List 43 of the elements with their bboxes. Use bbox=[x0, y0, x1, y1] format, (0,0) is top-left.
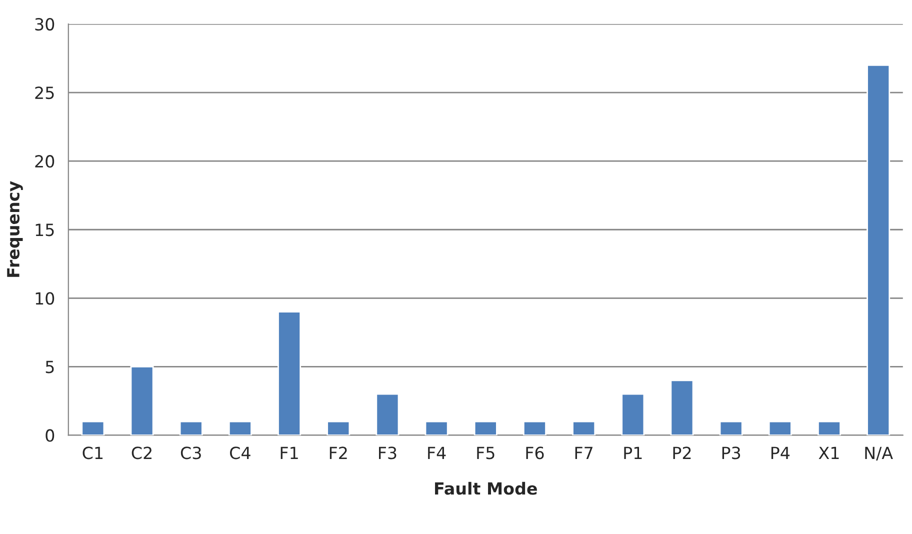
bar bbox=[81, 420, 105, 436]
bar bbox=[179, 420, 203, 436]
bar bbox=[326, 420, 350, 436]
x-axis-title: Fault Mode bbox=[435, 482, 537, 495]
y-tick-label: 15 bbox=[36, 224, 54, 236]
bar bbox=[572, 420, 596, 436]
bar bbox=[278, 311, 302, 436]
x-tick-label: P1 bbox=[624, 446, 642, 459]
bar bbox=[522, 420, 546, 436]
x-tick-label: F4 bbox=[428, 446, 446, 459]
bar bbox=[621, 393, 645, 436]
x-tick-label: N/A bbox=[865, 446, 893, 461]
x-tick-label: F5 bbox=[477, 446, 494, 460]
y-tick-label: 25 bbox=[35, 86, 54, 100]
bar bbox=[866, 64, 890, 436]
y-tick-label: 20 bbox=[35, 155, 54, 168]
x-tick-label: P4 bbox=[771, 446, 790, 459]
x-tick-label: F2 bbox=[330, 446, 347, 459]
bar bbox=[228, 420, 252, 436]
bar bbox=[130, 366, 154, 436]
bar bbox=[474, 420, 498, 436]
x-tick-label: X1 bbox=[818, 446, 839, 459]
y-tick-label: 10 bbox=[36, 292, 54, 305]
x-tick-label: F3 bbox=[379, 446, 396, 460]
x-tick-label: C2 bbox=[132, 446, 152, 460]
bar bbox=[719, 420, 743, 436]
x-tick-label: C3 bbox=[180, 446, 201, 460]
x-tick-label: F6 bbox=[526, 446, 544, 460]
y-axis-title: Frequency bbox=[7, 181, 23, 277]
y-tick-label: 0 bbox=[46, 429, 54, 442]
bar bbox=[670, 380, 694, 436]
bar bbox=[768, 420, 792, 436]
x-tick-label: C1 bbox=[82, 446, 103, 460]
x-tick-label: P2 bbox=[673, 446, 691, 459]
bar bbox=[818, 420, 841, 436]
bar bbox=[376, 393, 400, 436]
y-tick-label: 5 bbox=[46, 360, 54, 374]
x-tick-label: P3 bbox=[722, 446, 740, 460]
x-tick-label: C4 bbox=[230, 446, 250, 460]
y-tick-label: 30 bbox=[35, 18, 54, 31]
x-tick-label: F1 bbox=[280, 446, 298, 459]
bar bbox=[424, 420, 448, 436]
x-tick-label: F7 bbox=[575, 446, 592, 459]
